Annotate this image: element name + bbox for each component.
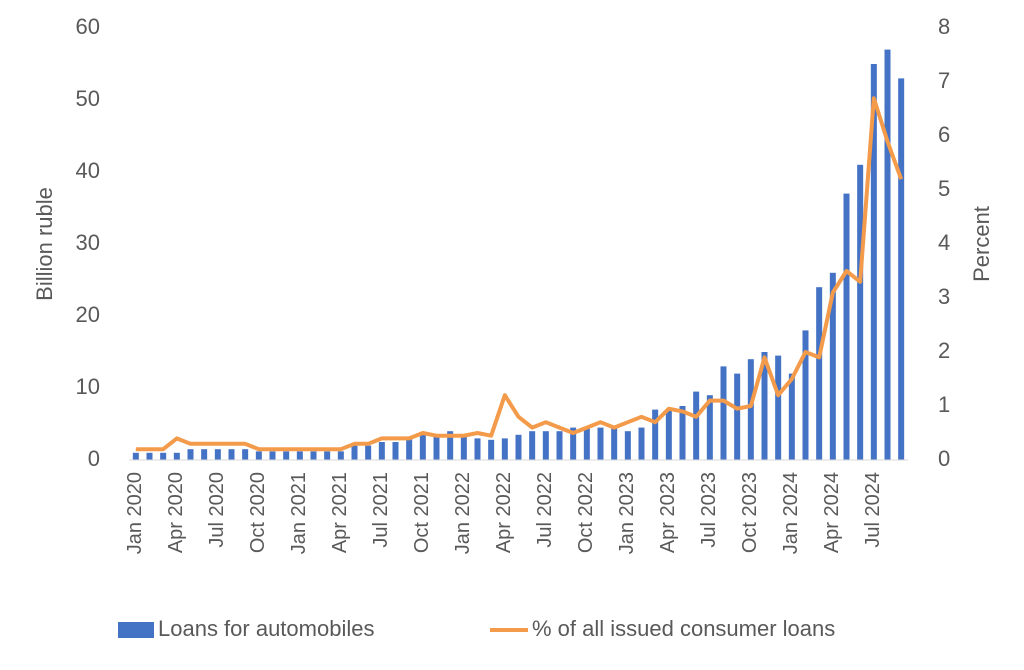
bar xyxy=(433,434,440,460)
bar xyxy=(187,449,194,460)
bar xyxy=(283,451,290,460)
y-tick-label: 30 xyxy=(76,230,100,255)
bar xyxy=(132,452,139,460)
y2-tick-label: 7 xyxy=(938,68,950,93)
bar xyxy=(802,330,809,460)
bar xyxy=(501,438,508,460)
bar xyxy=(679,406,686,460)
bar xyxy=(488,439,495,460)
bar xyxy=(665,409,672,460)
bar xyxy=(447,431,454,460)
bar xyxy=(884,49,891,460)
bar xyxy=(652,409,659,460)
bar xyxy=(378,442,385,460)
x-tick-label: Apr 2021 xyxy=(329,472,351,553)
x-tick-label: Apr 2023 xyxy=(657,472,679,553)
x-tick-label: Oct 2023 xyxy=(739,472,761,553)
y-tick-label: 0 xyxy=(88,446,100,471)
x-tick-label: Jan 2024 xyxy=(780,472,802,554)
bar xyxy=(693,391,700,460)
bar xyxy=(474,438,481,460)
y-axis-title: Billion ruble xyxy=(32,187,57,301)
legend-label: Loans for automobiles xyxy=(158,616,374,641)
x-tick-label: Oct 2020 xyxy=(247,472,269,553)
bar xyxy=(515,434,522,460)
bar xyxy=(570,427,577,460)
bar xyxy=(857,164,864,461)
bar xyxy=(611,427,618,460)
y2-tick-label: 1 xyxy=(938,392,950,417)
bar xyxy=(351,445,358,460)
y-tick-label: 10 xyxy=(76,374,100,399)
y2-tick-label: 3 xyxy=(938,284,950,309)
x-tick-label: Jul 2021 xyxy=(370,472,392,548)
bar xyxy=(310,451,317,460)
bar xyxy=(583,427,590,460)
bar xyxy=(173,452,180,460)
y2-tick-label: 0 xyxy=(938,446,950,471)
line xyxy=(135,96,904,452)
bar xyxy=(160,452,167,460)
x-tick-label: Jul 2020 xyxy=(206,472,228,548)
bar xyxy=(406,438,413,460)
bar xyxy=(898,78,905,461)
bar xyxy=(460,434,467,460)
bar xyxy=(843,193,850,460)
x-tick-label: Jul 2024 xyxy=(862,472,884,548)
bar xyxy=(597,427,604,460)
bar xyxy=(556,431,563,460)
bar xyxy=(337,451,344,460)
bar xyxy=(720,366,727,460)
bar xyxy=(747,359,754,460)
x-tick-label: Jan 2023 xyxy=(616,472,638,554)
bar xyxy=(706,395,713,460)
x-tick-label: Oct 2022 xyxy=(575,472,597,553)
x-tick-label: Apr 2020 xyxy=(165,472,187,553)
bar xyxy=(775,355,782,460)
bar xyxy=(228,449,235,460)
bar xyxy=(269,451,276,460)
bar xyxy=(788,373,795,460)
x-tick-label: Apr 2024 xyxy=(821,472,843,553)
bar xyxy=(529,431,536,460)
y2-tick-label: 8 xyxy=(938,14,950,39)
x-tick-label: Oct 2021 xyxy=(411,472,433,553)
x-tick-label: Jan 2022 xyxy=(452,472,474,554)
y2-axis-title: Percent xyxy=(969,206,994,282)
bar xyxy=(734,373,741,460)
bar xyxy=(324,451,331,460)
x-tick-label: Apr 2022 xyxy=(493,472,515,553)
x-tick-label: Jan 2020 xyxy=(124,472,146,554)
bar xyxy=(392,442,399,460)
x-tick-label: Jul 2023 xyxy=(698,472,720,548)
y-tick-label: 20 xyxy=(76,302,100,327)
bar xyxy=(816,287,823,460)
bar xyxy=(146,452,153,460)
bar xyxy=(624,431,631,460)
legend-swatch xyxy=(118,622,154,638)
bar xyxy=(214,449,221,460)
legend-label: % of all issued consumer loans xyxy=(532,616,835,641)
x-tick-label: Jan 2021 xyxy=(288,472,310,554)
y2-tick-label: 6 xyxy=(938,122,950,147)
bar xyxy=(419,434,426,460)
y2-tick-label: 5 xyxy=(938,176,950,201)
bar xyxy=(761,352,768,460)
bar xyxy=(201,449,208,460)
bar xyxy=(296,451,303,460)
y-tick-label: 60 xyxy=(76,14,100,39)
bar xyxy=(242,449,249,460)
bar xyxy=(365,445,372,460)
y2-tick-label: 2 xyxy=(938,338,950,363)
y-tick-label: 50 xyxy=(76,86,100,111)
bar xyxy=(870,64,877,460)
bar xyxy=(829,272,836,460)
bar xyxy=(638,427,645,460)
x-tick-label: Jul 2022 xyxy=(534,472,556,548)
bar xyxy=(542,431,549,460)
bar xyxy=(255,451,262,460)
y2-tick-label: 4 xyxy=(938,230,950,255)
y-tick-label: 40 xyxy=(76,158,100,183)
